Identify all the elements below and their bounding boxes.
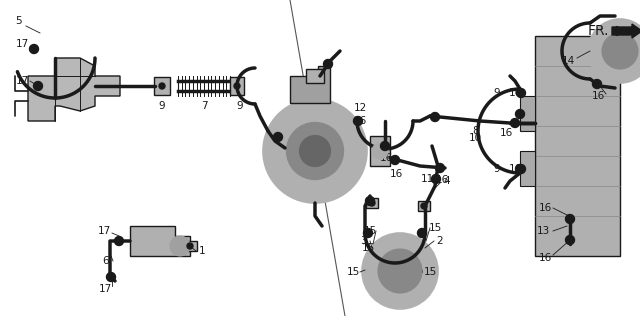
Text: 16: 16 xyxy=(508,88,522,98)
Circle shape xyxy=(362,233,438,309)
Circle shape xyxy=(390,155,399,165)
Circle shape xyxy=(431,174,440,184)
Circle shape xyxy=(417,228,426,238)
Text: 9: 9 xyxy=(493,88,500,98)
Text: 16: 16 xyxy=(389,169,403,179)
Polygon shape xyxy=(366,198,378,208)
Circle shape xyxy=(263,99,367,203)
Text: 17: 17 xyxy=(15,39,29,49)
Circle shape xyxy=(516,88,525,98)
Text: 5: 5 xyxy=(15,16,21,26)
Text: 16: 16 xyxy=(435,175,449,185)
Text: 17: 17 xyxy=(99,284,111,294)
Polygon shape xyxy=(535,36,620,256)
Polygon shape xyxy=(290,66,330,103)
Circle shape xyxy=(435,163,445,173)
Text: 4: 4 xyxy=(444,176,451,186)
Polygon shape xyxy=(306,69,324,83)
Polygon shape xyxy=(183,241,197,251)
Text: 16: 16 xyxy=(508,164,522,174)
Text: 17: 17 xyxy=(97,226,111,236)
Circle shape xyxy=(365,197,374,205)
Circle shape xyxy=(378,249,422,293)
Circle shape xyxy=(323,59,333,69)
Text: 16: 16 xyxy=(591,91,605,101)
Polygon shape xyxy=(418,201,430,211)
Polygon shape xyxy=(520,96,535,131)
Text: 13: 13 xyxy=(536,226,550,236)
Circle shape xyxy=(364,228,372,238)
Polygon shape xyxy=(28,58,120,121)
Text: 8: 8 xyxy=(473,126,479,136)
Text: 2: 2 xyxy=(436,236,444,246)
Text: 3: 3 xyxy=(360,236,366,246)
Circle shape xyxy=(602,33,638,69)
Text: 9: 9 xyxy=(159,101,165,111)
Circle shape xyxy=(511,118,520,127)
Circle shape xyxy=(29,45,38,53)
Text: 9: 9 xyxy=(493,164,500,174)
Text: 6: 6 xyxy=(102,256,109,266)
Polygon shape xyxy=(520,151,535,186)
Polygon shape xyxy=(130,226,190,256)
Circle shape xyxy=(234,83,240,89)
Circle shape xyxy=(170,236,190,256)
FancyArrow shape xyxy=(612,24,640,38)
Text: 15: 15 xyxy=(364,226,376,236)
Circle shape xyxy=(515,110,525,118)
Circle shape xyxy=(106,272,115,282)
Circle shape xyxy=(273,132,282,142)
Circle shape xyxy=(516,165,525,173)
Text: 16: 16 xyxy=(538,253,552,263)
Text: 11: 11 xyxy=(420,174,434,184)
Circle shape xyxy=(33,82,42,90)
Circle shape xyxy=(421,203,427,209)
Text: 15: 15 xyxy=(428,223,442,233)
Text: 15: 15 xyxy=(362,243,374,253)
Circle shape xyxy=(566,215,575,223)
Text: 10: 10 xyxy=(468,133,481,143)
Polygon shape xyxy=(230,77,244,95)
Circle shape xyxy=(115,236,124,246)
Circle shape xyxy=(431,112,440,121)
Text: 15: 15 xyxy=(346,267,360,277)
Circle shape xyxy=(187,243,193,249)
Circle shape xyxy=(381,142,390,150)
Polygon shape xyxy=(370,136,390,166)
Circle shape xyxy=(300,135,331,167)
Circle shape xyxy=(372,143,388,159)
Text: 14: 14 xyxy=(561,56,575,66)
Text: 16: 16 xyxy=(353,116,367,126)
Text: 16: 16 xyxy=(380,153,392,163)
Text: 16: 16 xyxy=(538,203,552,213)
Circle shape xyxy=(369,200,375,206)
Text: FR.: FR. xyxy=(588,24,609,38)
Polygon shape xyxy=(154,77,170,95)
Text: 1: 1 xyxy=(198,246,205,256)
Text: 9: 9 xyxy=(237,101,243,111)
Text: 7: 7 xyxy=(201,101,207,111)
Circle shape xyxy=(593,80,602,88)
Circle shape xyxy=(353,117,362,125)
Text: 16: 16 xyxy=(499,128,513,138)
Circle shape xyxy=(515,165,525,173)
Circle shape xyxy=(566,235,575,245)
Circle shape xyxy=(588,19,640,83)
Text: 12: 12 xyxy=(353,103,367,113)
Text: 17: 17 xyxy=(15,76,29,86)
Text: 15: 15 xyxy=(424,267,436,277)
Circle shape xyxy=(159,83,165,89)
Circle shape xyxy=(287,122,344,179)
